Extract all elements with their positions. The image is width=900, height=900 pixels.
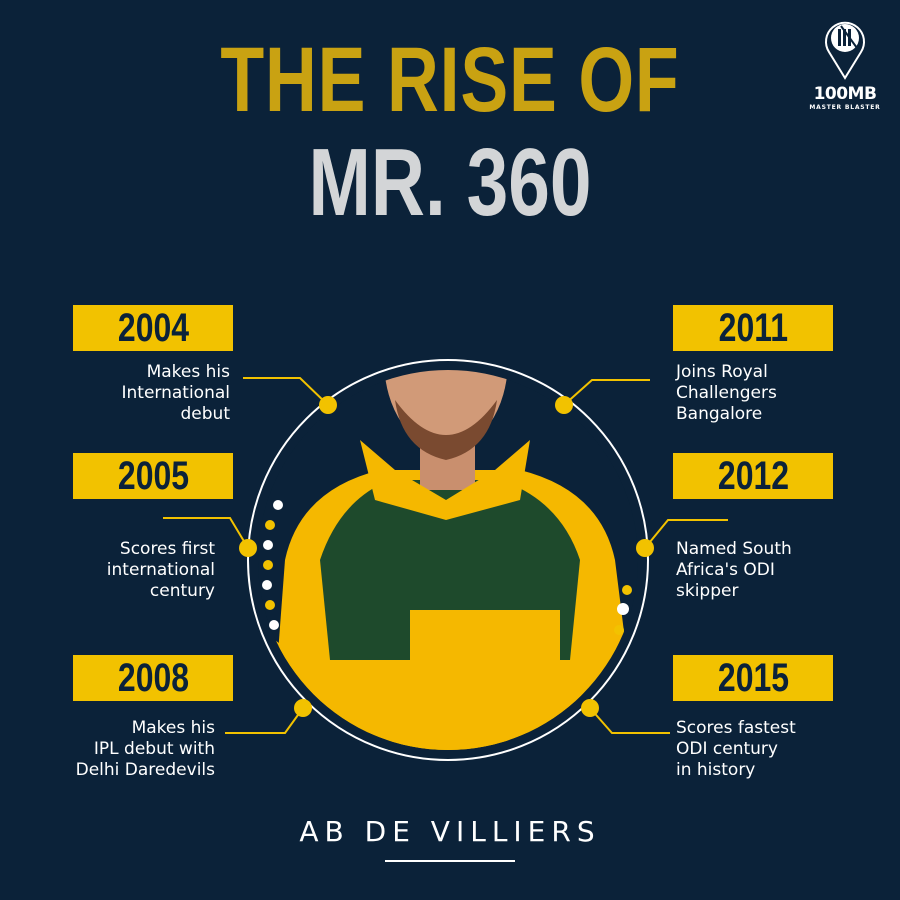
cricket-stumps-pin-icon (825, 21, 865, 80)
year-badge-2011: 2011 (673, 305, 833, 351)
year-badge-2015: 2015 (673, 655, 833, 701)
player-photo (258, 370, 638, 750)
title-line-2: MR. 360 (308, 129, 592, 236)
milestone-text-2008: Makes his IPL debut with Delhi Daredevils (75, 718, 215, 780)
year-badge-2012: 2012 (673, 453, 833, 499)
brand-logo: 100MB MASTER BLASTER (800, 18, 890, 111)
milestone-text-2004: Makes his International debut (121, 362, 231, 424)
outer-ring (247, 359, 649, 761)
milestone-text-2011: Joins Royal Challengers Bangalore (676, 362, 777, 424)
title-line-1: THE RISE OF (220, 29, 680, 131)
timeline-dot-2015 (581, 699, 599, 717)
name-underline (385, 860, 515, 862)
year-badge-2004: 2004 (73, 305, 233, 351)
timeline-dot-2011 (555, 396, 573, 414)
year-badge-2005: 2005 (73, 453, 233, 499)
logo-tagline: MASTER BLASTER (809, 104, 881, 111)
timeline-dot-2012 (636, 539, 654, 557)
timeline-dot-2005 (239, 539, 257, 557)
milestone-text-2015: Scores fastest ODI century in history (676, 718, 796, 780)
player-name: AB DE VILLIERS (299, 815, 601, 848)
year-badge-2008: 2008 (73, 655, 233, 701)
logo-name: 100MB (813, 84, 877, 104)
timeline-dot-2004 (319, 396, 337, 414)
timeline-dot-2008 (294, 699, 312, 717)
milestone-text-2005: Scores first international century (106, 539, 215, 601)
milestone-text-2012: Named South Africa's ODI skipper (676, 539, 792, 601)
